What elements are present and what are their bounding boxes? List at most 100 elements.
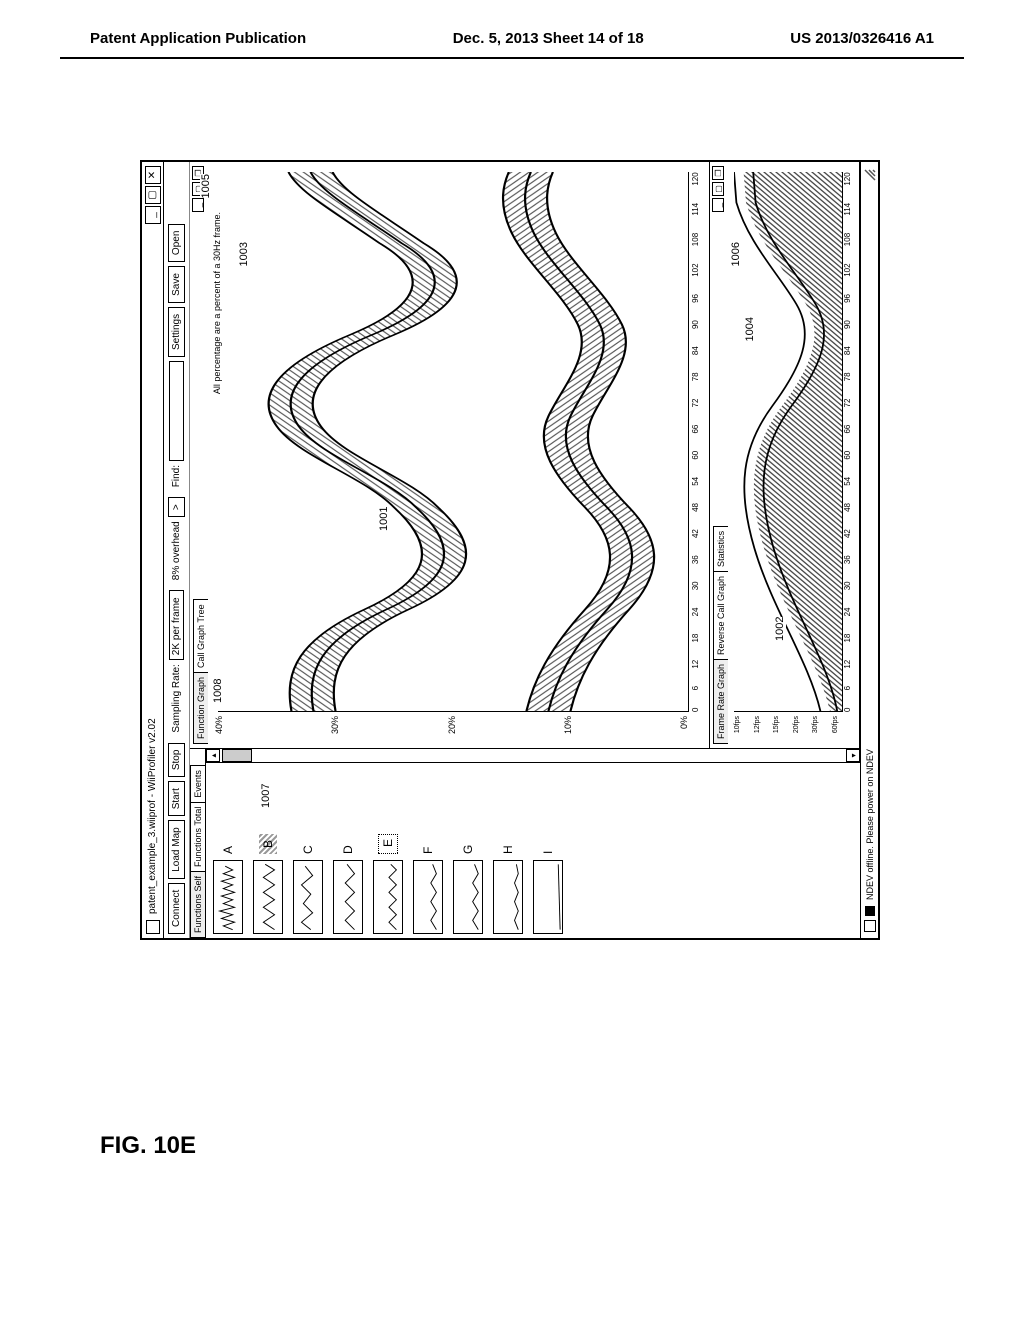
function-item[interactable]: F (410, 767, 446, 934)
function-item[interactable]: G (450, 767, 486, 934)
resize-grip-icon[interactable] (863, 168, 877, 182)
stop-button[interactable]: Stop (168, 743, 185, 778)
find-prev-button[interactable]: > (168, 497, 185, 517)
main-plot[interactable]: 1008 1001 1003 1005 (218, 172, 689, 712)
fps-panel-restore-button[interactable]: ❐ (712, 166, 724, 180)
left-pane: Functions Self Functions Total Events 10… (190, 748, 860, 938)
tab-reverse-call-graph[interactable]: Reverse Call Graph (713, 571, 728, 660)
connect-button[interactable]: Connect (168, 883, 185, 934)
sparkline (333, 860, 363, 934)
sampling-input[interactable] (169, 590, 184, 660)
start-button[interactable]: Start (168, 781, 185, 816)
maximize-button[interactable]: ▢ (145, 186, 161, 204)
axis-tick: 30 (691, 581, 705, 590)
function-item[interactable]: D (330, 767, 366, 934)
axis-tick: 66 (843, 425, 857, 434)
window-title: patent_example_3.wiiprof - WiiProfiler v… (147, 224, 158, 914)
sparkline (493, 860, 523, 934)
callout-1007: 1007 (260, 784, 272, 808)
status-bar: NDEV offline. Please power on NDEV (860, 162, 878, 938)
tab-frame-rate[interactable]: Frame Rate Graph (713, 659, 728, 744)
function-item[interactable]: E (370, 767, 406, 934)
main-x-axis: 0612182430364248546066727884909610210811… (691, 172, 705, 712)
axis-tick: 36 (843, 555, 857, 564)
axis-tick: 6 (843, 686, 857, 690)
axis-tick: 108 (843, 233, 857, 246)
function-name: B (259, 834, 277, 854)
axis-tick: 90 (691, 320, 705, 329)
loadmap-button[interactable]: Load Map (168, 820, 185, 878)
axis-tick: 66 (691, 425, 705, 434)
axis-tick: 10% (563, 716, 573, 746)
axis-tick: 30% (330, 716, 340, 746)
settings-button[interactable]: Settings (168, 307, 185, 357)
axis-tick: 6 (691, 686, 705, 690)
right-pane: Function Graph Call Graph Tree _ ▢ ❐ All… (190, 162, 860, 748)
function-graph-panel: Function Graph Call Graph Tree _ ▢ ❐ All… (190, 162, 710, 748)
function-name: G (461, 834, 475, 854)
axis-tick: 114 (843, 203, 857, 216)
sampling-label: Sampling Rate: (171, 664, 182, 732)
axis-tick: 0% (679, 716, 689, 746)
tab-function-graph[interactable]: Function Graph (193, 672, 208, 744)
callout-1005: 1005 (200, 174, 212, 198)
axis-tick: 72 (691, 399, 705, 408)
axis-tick: 30fps (812, 716, 819, 746)
tab-functions-total[interactable]: Functions Total (190, 802, 205, 872)
function-item[interactable]: H (490, 767, 526, 934)
axis-tick: 48 (691, 503, 705, 512)
panel-controls-fps: _ ▢ ❐ (712, 166, 724, 212)
header-rule (60, 57, 964, 59)
figure-area: patent_example_3.wiiprof - WiiProfiler v… (140, 200, 920, 940)
main-split: Functions Self Functions Total Events 10… (190, 162, 860, 938)
fps-panel-max-button[interactable]: ▢ (712, 182, 724, 196)
find-input[interactable] (169, 361, 184, 461)
status-dot-icon (865, 906, 875, 916)
scroll-down-button[interactable]: ▾ (846, 749, 860, 762)
open-button[interactable]: Open (168, 224, 185, 262)
function-name: E (378, 834, 398, 854)
axis-tick: 96 (691, 294, 705, 303)
header-center: Dec. 5, 2013 Sheet 14 of 18 (453, 30, 644, 47)
axis-tick: 36 (691, 555, 705, 564)
axis-tick: 102 (843, 263, 857, 276)
tab-statistics[interactable]: Statistics (713, 526, 728, 572)
find-label: Find: (171, 465, 182, 487)
scroll-thumb[interactable] (222, 749, 252, 762)
scroll-track[interactable] (252, 749, 846, 762)
scroll-up-button[interactable]: ▴ (206, 749, 220, 762)
tab-events[interactable]: Events (190, 765, 205, 803)
function-list[interactable]: 1007 A BCD EFGHI (206, 763, 860, 938)
fps-panel-min-button[interactable]: _ (712, 198, 724, 212)
function-name: D (341, 834, 355, 854)
toolbar: Connect Load Map Start Stop Sampling Rat… (164, 162, 190, 938)
axis-tick: 40% (214, 716, 224, 746)
close-button[interactable]: ✕ (145, 166, 161, 184)
tab-call-graph-tree[interactable]: Call Graph Tree (193, 599, 208, 673)
sparkline (293, 860, 323, 934)
status-text: NDEV offline. Please power on NDEV (865, 749, 875, 900)
axis-tick: 84 (843, 346, 857, 355)
function-name: A (221, 834, 235, 854)
axis-tick: 90 (843, 320, 857, 329)
scrollbar-vertical[interactable]: ▴ ▾ (206, 749, 860, 763)
axis-tick: 24 (843, 608, 857, 617)
function-item[interactable]: A (210, 767, 246, 934)
axis-tick: 12fps (754, 716, 761, 746)
axis-tick: 120 (691, 172, 705, 185)
titlebar: patent_example_3.wiiprof - WiiProfiler v… (142, 162, 164, 938)
minimize-button[interactable]: _ (145, 206, 161, 224)
panel-min-button[interactable]: _ (192, 198, 204, 212)
callout-1001: 1001 (378, 507, 390, 531)
axis-tick: 12 (843, 660, 857, 669)
fps-plot[interactable]: 1002 1004 1006 (734, 172, 843, 712)
save-button[interactable]: Save (168, 266, 185, 303)
axis-tick: 60 (843, 451, 857, 460)
callout-1008: 1008 (212, 679, 224, 703)
sparkline (253, 860, 283, 934)
fps-graph-panel: Frame Rate Graph Reverse Call Graph Stat… (710, 162, 860, 748)
tab-functions-self[interactable]: Functions Self (190, 871, 205, 938)
function-item[interactable]: I (530, 767, 566, 934)
function-item[interactable]: C (290, 767, 326, 934)
axis-tick: 78 (691, 372, 705, 381)
